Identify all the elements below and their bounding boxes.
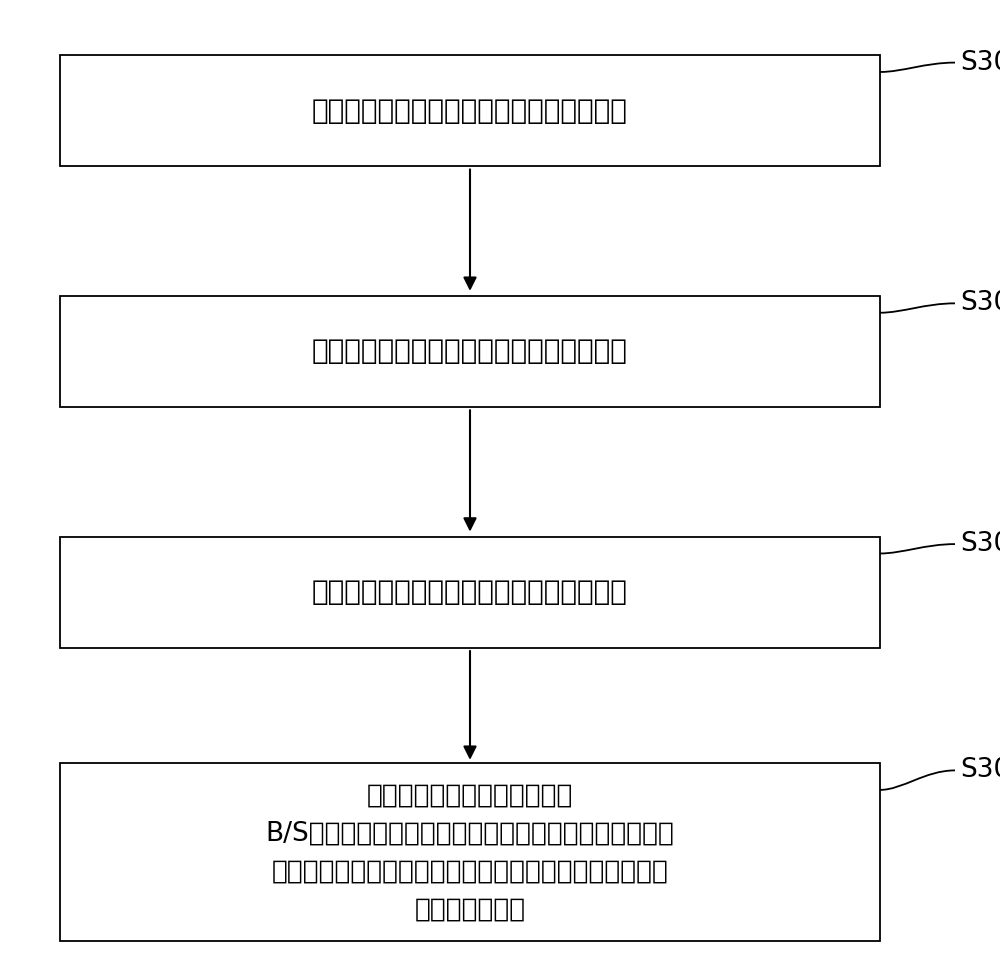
Text: S301: S301 bbox=[960, 50, 1000, 75]
Bar bbox=[60, 763, 880, 942]
Bar bbox=[60, 55, 880, 166]
Text: 将所述现场电力数据存入实时数据库并传输: 将所述现场电力数据存入实时数据库并传输 bbox=[312, 96, 628, 125]
Text: S304: S304 bbox=[960, 758, 1000, 783]
Text: 对所述电力现场数据进行基于
B/S架构的前端处理和后端处理；所述前端处理检测、图
标设计和管理；所述后端处理包括登录管理、权限管理、
搜索和数据分析: 对所述电力现场数据进行基于 B/S架构的前端处理和后端处理；所述前端处理检测、图… bbox=[266, 782, 674, 923]
Text: S303: S303 bbox=[960, 532, 1000, 557]
Text: 将所述现场电力数据存入实时数据库并传输: 将所述现场电力数据存入实时数据库并传输 bbox=[312, 337, 628, 366]
Bar bbox=[60, 536, 880, 647]
Bar bbox=[60, 297, 880, 406]
Text: S302: S302 bbox=[960, 291, 1000, 316]
Text: 对所述现场电力数据进行打包和解析并传输: 对所述现场电力数据进行打包和解析并传输 bbox=[312, 578, 628, 607]
